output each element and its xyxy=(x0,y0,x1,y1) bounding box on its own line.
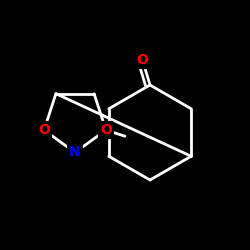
Text: N: N xyxy=(69,146,81,160)
Text: O: O xyxy=(136,53,148,67)
Text: O: O xyxy=(38,123,50,137)
Text: O: O xyxy=(100,123,112,137)
